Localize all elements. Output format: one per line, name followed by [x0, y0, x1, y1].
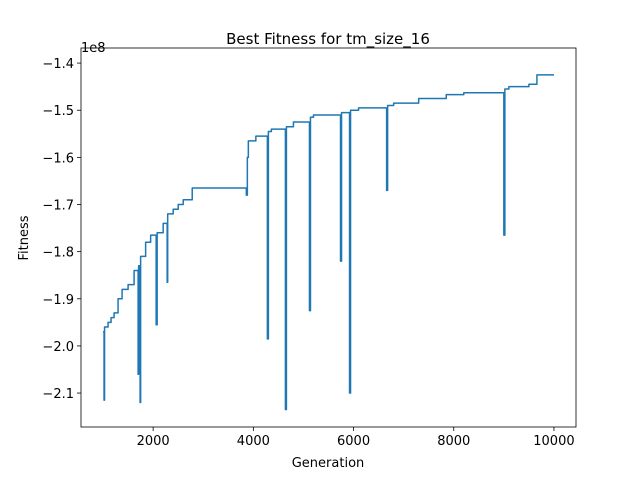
x-tick-label: 8000: [437, 434, 470, 449]
x-tick-label: 2000: [137, 434, 170, 449]
x-tick-label: 4000: [237, 434, 270, 449]
y-tick-label: −2.0: [42, 340, 74, 355]
y-tick-label: −1.9: [42, 293, 74, 308]
x-tick-label: 10000: [533, 434, 574, 449]
y-offset-label: 1e8: [81, 41, 106, 56]
y-tick-label: −1.6: [42, 151, 74, 166]
chart-title: Best Fitness for tm_size_16: [226, 30, 430, 49]
data-line: [103, 74, 554, 411]
x-axis-label: Generation: [292, 456, 365, 471]
y-tick-label: −1.4: [42, 57, 74, 72]
y-tick-label: −1.5: [42, 104, 74, 119]
y-tick-label: −2.1: [42, 387, 74, 402]
y-tick-label: −1.7: [42, 199, 74, 214]
x-tick-label: 6000: [337, 434, 370, 449]
y-tick-label: −1.8: [42, 246, 74, 261]
plot-frame: [80, 47, 577, 428]
y-axis-label: Fitness: [17, 215, 32, 260]
